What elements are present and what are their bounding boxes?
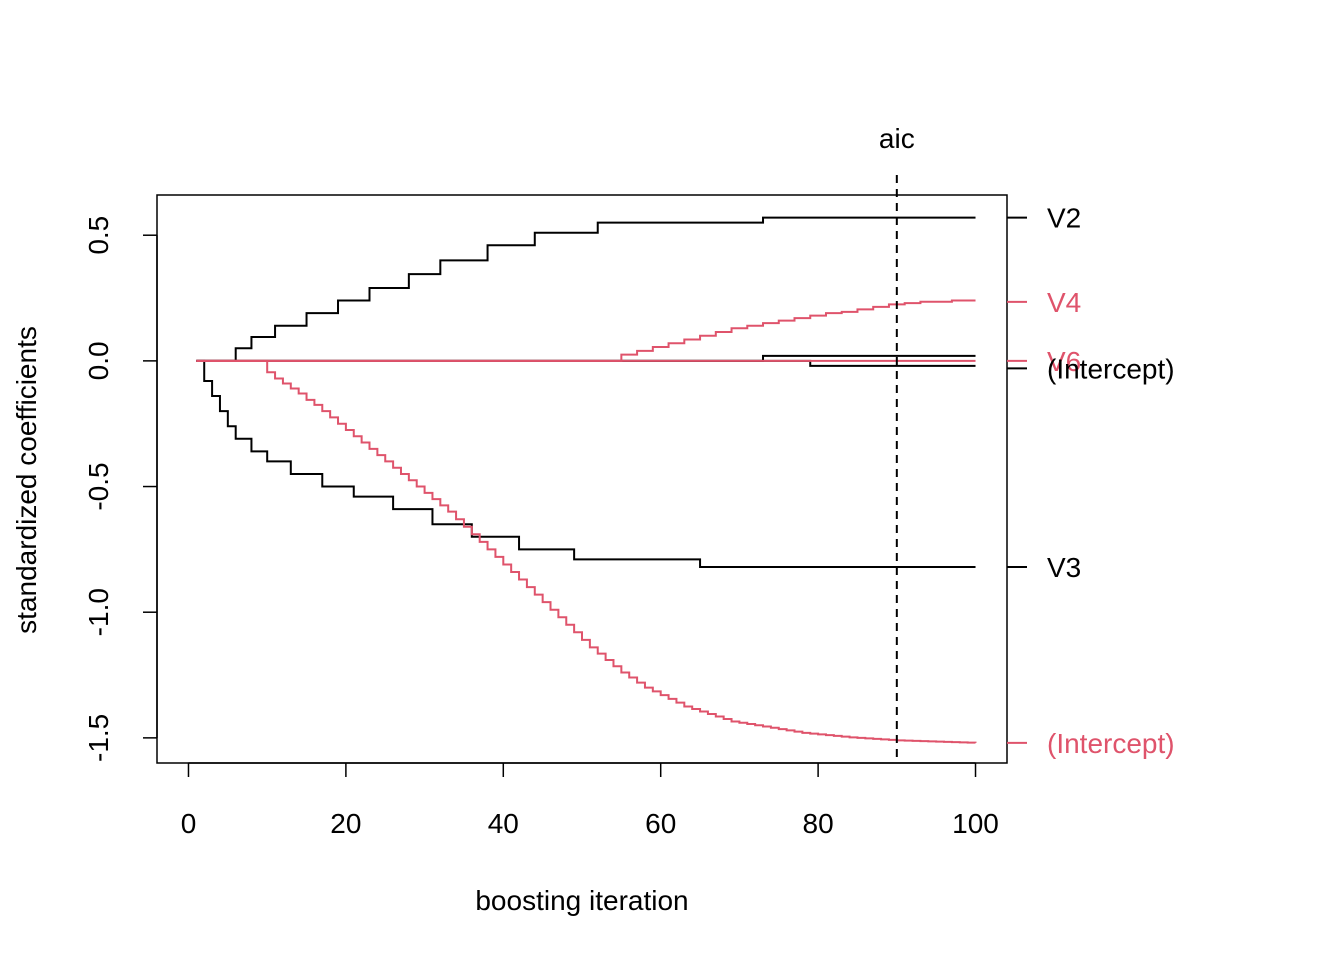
y-axis-label: standardized coefficients (11, 326, 42, 634)
series-line-2 (196, 359, 976, 568)
x-tick-label: 60 (645, 808, 676, 839)
plot-frame (156, 194, 1008, 764)
series-line-6 (196, 299, 976, 362)
x-tick-label: 80 (803, 808, 834, 839)
y-tick-label: -0.5 (83, 462, 114, 510)
right-series-label: V4 (1047, 287, 1081, 318)
y-tick-label: 0.0 (83, 341, 114, 380)
x-axis-label: boosting iteration (475, 885, 688, 916)
series-layer (196, 216, 977, 744)
x-axis: 0 20 40 60 80 100 (181, 762, 999, 839)
series-line-5 (196, 359, 977, 744)
aic-label: aic (879, 123, 915, 154)
y-tick-label: -1.0 (83, 588, 114, 636)
right-series-label: (Intercept) (1047, 353, 1175, 384)
x-tick-label: 20 (330, 808, 361, 839)
y-tick-label: 0.5 (83, 216, 114, 255)
y-tick-label: -1.5 (83, 714, 114, 762)
series-line-1 (196, 216, 976, 362)
y-axis: -1.5 -1.0 -0.5 0.0 0.5 (83, 216, 158, 762)
aic-marker: aic (879, 123, 915, 763)
right-series-label: V6 (1047, 346, 1081, 377)
right-series-label: (Intercept) (1047, 728, 1175, 759)
right-series-label: V3 (1047, 552, 1081, 583)
x-tick-label: 0 (181, 808, 197, 839)
x-tick-label: 100 (952, 808, 999, 839)
x-tick-label: 40 (488, 808, 519, 839)
right-series-label: V2 (1047, 203, 1081, 234)
